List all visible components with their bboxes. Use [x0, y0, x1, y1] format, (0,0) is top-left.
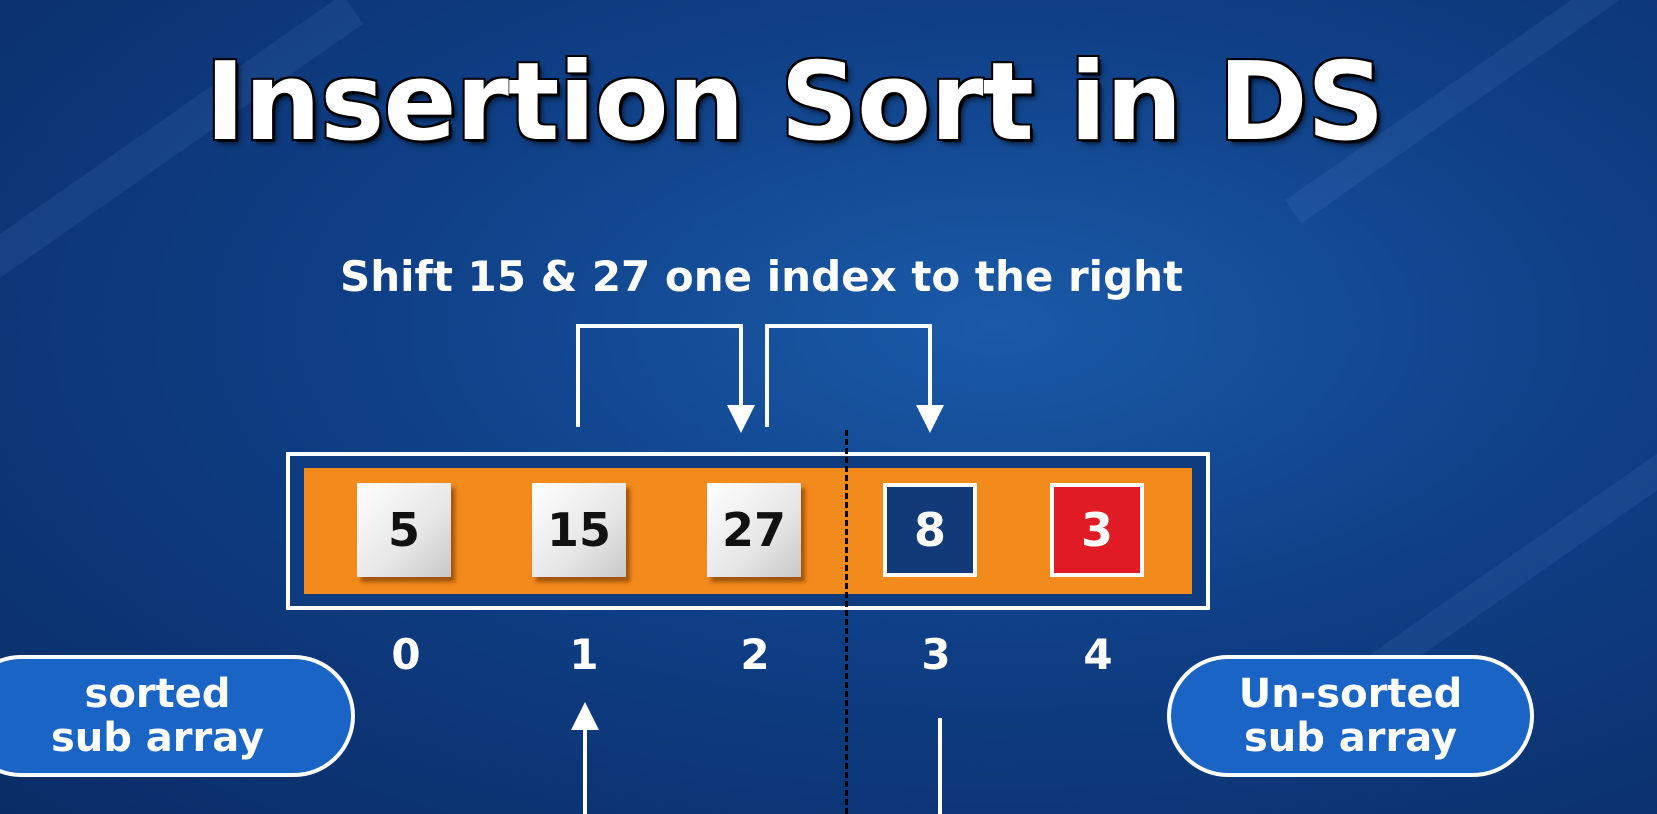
sorted-subarray-label: sorted sub array [0, 655, 355, 777]
index-label-4: 4 [1083, 630, 1113, 679]
index-label-0: 0 [391, 630, 421, 679]
array-cell-1: 15 [532, 483, 626, 577]
unsorted-subarray-label: Un-sorted sub array [1167, 655, 1534, 777]
index-label-3: 3 [921, 630, 951, 679]
index-label-2: 2 [740, 630, 770, 679]
array-cell-4: 3 [1050, 483, 1144, 577]
insert-arrow-8 [571, 702, 942, 814]
page-title: Insertion Sort in DS [205, 40, 1385, 165]
sorted-label-line2: sub array [50, 715, 265, 761]
array-cell-3: 8 [883, 483, 977, 577]
unsorted-label-line1: Un-sorted [1238, 671, 1463, 717]
index-label-1: 1 [569, 630, 599, 679]
step-instruction: Shift 15 & 27 one index to the right [340, 252, 1184, 301]
sorted-label-line1: sorted [84, 671, 231, 717]
array-cell-0: 5 [357, 483, 451, 577]
unsorted-label-line2: sub array [1243, 715, 1458, 761]
array-cell-2: 27 [707, 483, 801, 577]
sorted-unsorted-divider [845, 430, 848, 814]
shift-arrow-27 [765, 324, 944, 433]
shift-arrow-15 [576, 324, 755, 433]
